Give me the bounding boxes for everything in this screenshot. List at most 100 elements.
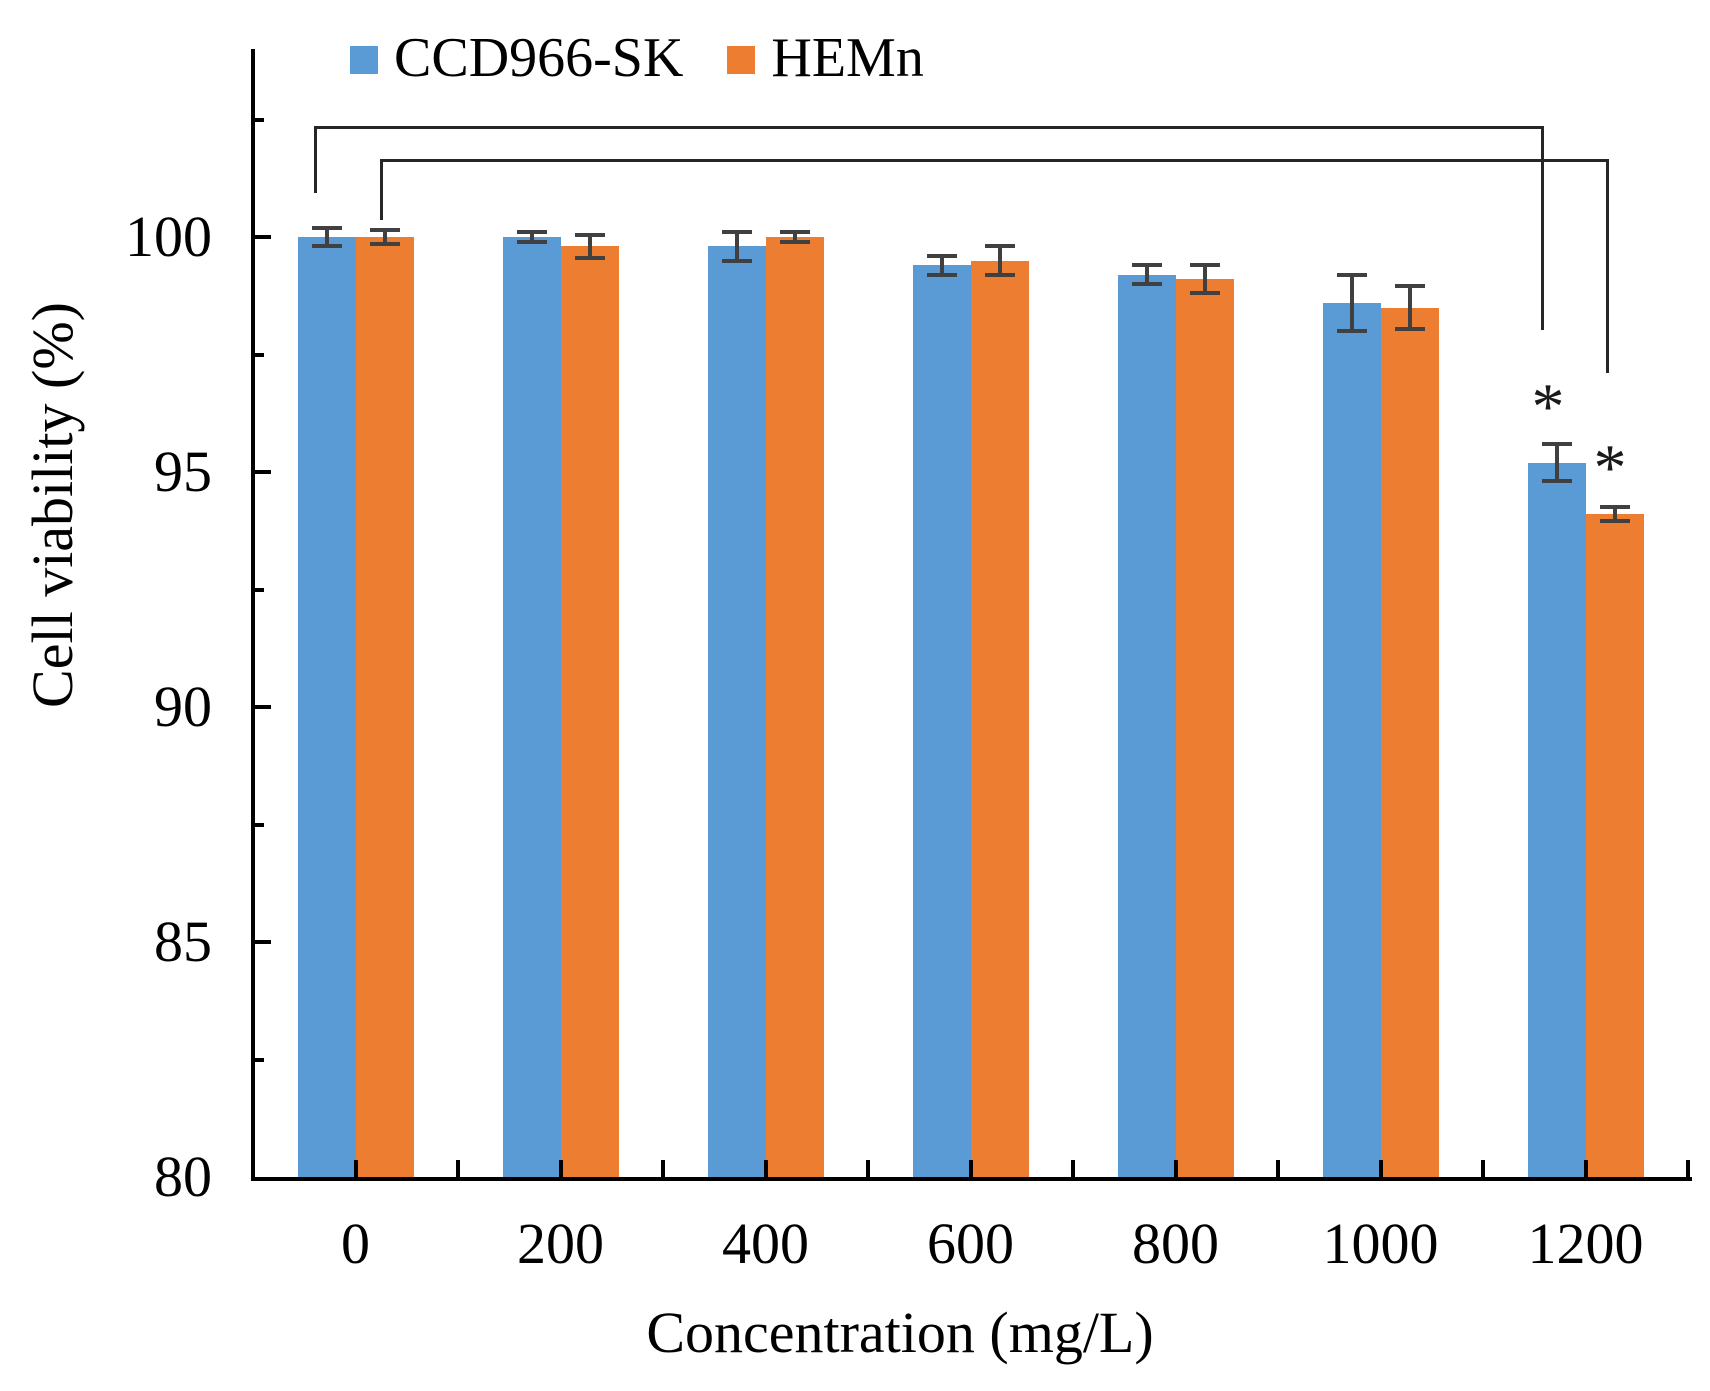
error-bar-cap-top-hemn-1000 <box>1394 284 1425 289</box>
error-bar-cap-bottom-ccd966-sk-400 <box>721 258 752 263</box>
x-axis-title: Concentration (mg/L) <box>646 1300 1154 1365</box>
bar-hemn-400 <box>765 237 824 1181</box>
error-bar-cap-bottom-hemn-200 <box>574 256 605 261</box>
x-tick-label-200: 200 <box>517 1211 604 1276</box>
x-tick-label-600: 600 <box>927 1211 1014 1276</box>
error-bar-cap-top-hemn-800 <box>1189 263 1220 268</box>
error-bar-cap-top-ccd966-sk-800 <box>1131 263 1162 268</box>
error-bar-cap-bottom-hemn-1200 <box>1599 519 1630 524</box>
x-tick-6 <box>866 1160 870 1177</box>
bar-ccd966-sk-400 <box>707 246 766 1181</box>
bracket-left-vertical-hemn <box>380 159 383 220</box>
significance-asterisk-hemn: * <box>1593 431 1627 505</box>
error-bar-cap-bottom-hemn-600 <box>984 272 1015 277</box>
x-tick-3 <box>558 1160 563 1177</box>
x-tick-14 <box>1686 1160 1690 1177</box>
error-bar-cap-bottom-ccd966-sk-0 <box>311 244 342 249</box>
y-tick-label-80: 80 <box>154 1144 212 1209</box>
y-tick-label-90: 90 <box>154 674 212 739</box>
error-bar-cap-top-hemn-0 <box>369 227 400 232</box>
error-bar-line-ccd966-sk-0 <box>324 227 329 247</box>
legend-item-ccd966-sk: CCD966-SK <box>350 26 683 90</box>
x-tick-label-1000: 1000 <box>1322 1211 1439 1276</box>
error-bar-cap-bottom-hemn-800 <box>1189 291 1220 296</box>
bar-ccd966-sk-200 <box>502 237 561 1181</box>
bar-hemn-800 <box>1175 279 1234 1181</box>
bar-ccd966-sk-600 <box>912 265 971 1181</box>
y-tick-90 <box>253 705 271 709</box>
bar-hemn-600 <box>970 260 1029 1181</box>
error-bar-line-ccd966-sk-400 <box>734 232 739 261</box>
bar-ccd966-sk-800 <box>1117 274 1176 1181</box>
bar-hemn-0 <box>355 237 414 1181</box>
x-tick-8 <box>1071 1160 1075 1177</box>
error-bar-cap-top-hemn-200 <box>574 232 605 237</box>
y-minor-tick-97.5 <box>253 352 264 357</box>
y-minor-tick-82.5 <box>253 1057 264 1062</box>
x-tick-label-400: 400 <box>722 1211 809 1276</box>
legend-label-ccd966-sk: CCD966-SK <box>394 27 684 89</box>
error-bar-line-hemn-1000 <box>1407 286 1412 329</box>
y-minor-tick-102.5 <box>253 117 264 122</box>
error-bar-line-hemn-0 <box>382 229 387 245</box>
error-bar-line-hemn-1200 <box>1612 507 1617 522</box>
x-axis-line <box>251 1177 1692 1181</box>
error-bar-line-hemn-400 <box>792 232 797 242</box>
bar-ccd966-sk-1000 <box>1322 302 1381 1181</box>
significance-asterisk-ccd966-sk: * <box>1531 370 1565 444</box>
x-tick-label-800: 800 <box>1132 1211 1219 1276</box>
error-bar-cap-top-ccd966-sk-200 <box>516 230 547 235</box>
error-bar-cap-top-ccd966-sk-0 <box>311 225 342 230</box>
error-bar-cap-top-ccd966-sk-1000 <box>1336 272 1367 277</box>
y-minor-tick-87.5 <box>253 822 264 827</box>
bar-hemn-1200 <box>1585 514 1644 1181</box>
x-tick-4 <box>661 1160 665 1177</box>
error-bar-cap-bottom-ccd966-sk-200 <box>516 239 547 244</box>
y-axis-line <box>251 49 255 1181</box>
x-tick-label-1200: 1200 <box>1527 1211 1644 1276</box>
x-tick-11 <box>1378 1160 1383 1177</box>
error-bar-line-ccd966-sk-800 <box>1144 265 1149 284</box>
error-bar-line-ccd966-sk-1000 <box>1349 274 1354 331</box>
error-bar-line-ccd966-sk-600 <box>939 255 944 275</box>
x-tick-10 <box>1276 1160 1280 1177</box>
error-bar-cap-top-hemn-600 <box>984 244 1015 249</box>
bracket-horizontal-hemn <box>380 159 1609 162</box>
x-tick-7 <box>968 1160 973 1177</box>
bracket-horizontal-ccd966-sk <box>314 126 1544 129</box>
legend-item-hemn: HEMn <box>727 26 924 90</box>
error-bar-cap-top-hemn-1200 <box>1599 505 1630 510</box>
error-bar-cap-bottom-ccd966-sk-1000 <box>1336 329 1367 333</box>
legend-swatch-hemn <box>727 46 756 74</box>
bar-ccd966-sk-1200 <box>1527 462 1586 1181</box>
x-tick-1 <box>353 1160 358 1177</box>
error-bar-cap-bottom-ccd966-sk-1200 <box>1541 479 1572 484</box>
error-bar-line-hemn-600 <box>997 246 1002 275</box>
y-tick-label-95: 95 <box>154 439 212 504</box>
legend-label-hemn: HEMn <box>771 27 924 89</box>
error-bar-line-hemn-800 <box>1202 265 1207 294</box>
x-tick-label-0: 0 <box>341 1211 370 1276</box>
bracket-right-vertical-hemn <box>1606 159 1609 373</box>
x-tick-2 <box>456 1160 460 1177</box>
x-tick-12 <box>1481 1160 1485 1177</box>
bar-ccd966-sk-0 <box>297 237 356 1181</box>
y-tick-100 <box>253 235 271 239</box>
error-bar-cap-top-hemn-400 <box>779 230 810 235</box>
error-bar-cap-bottom-ccd966-sk-600 <box>926 272 957 277</box>
error-bar-cap-bottom-hemn-400 <box>779 239 810 244</box>
x-tick-5 <box>763 1160 768 1177</box>
legend-swatch-ccd966-sk <box>350 46 378 74</box>
y-tick-label-85: 85 <box>154 909 212 974</box>
error-bar-cap-bottom-hemn-1000 <box>1394 326 1425 331</box>
error-bar-line-ccd966-sk-1200 <box>1554 443 1559 482</box>
bar-hemn-1000 <box>1380 307 1439 1181</box>
error-bar-line-ccd966-sk-200 <box>529 232 534 242</box>
x-tick-9 <box>1173 1160 1178 1177</box>
error-bar-line-hemn-200 <box>587 234 592 259</box>
y-minor-tick-92.5 <box>253 587 264 592</box>
error-bar-cap-top-ccd966-sk-600 <box>926 253 957 258</box>
error-bar-cap-bottom-hemn-0 <box>369 242 400 247</box>
